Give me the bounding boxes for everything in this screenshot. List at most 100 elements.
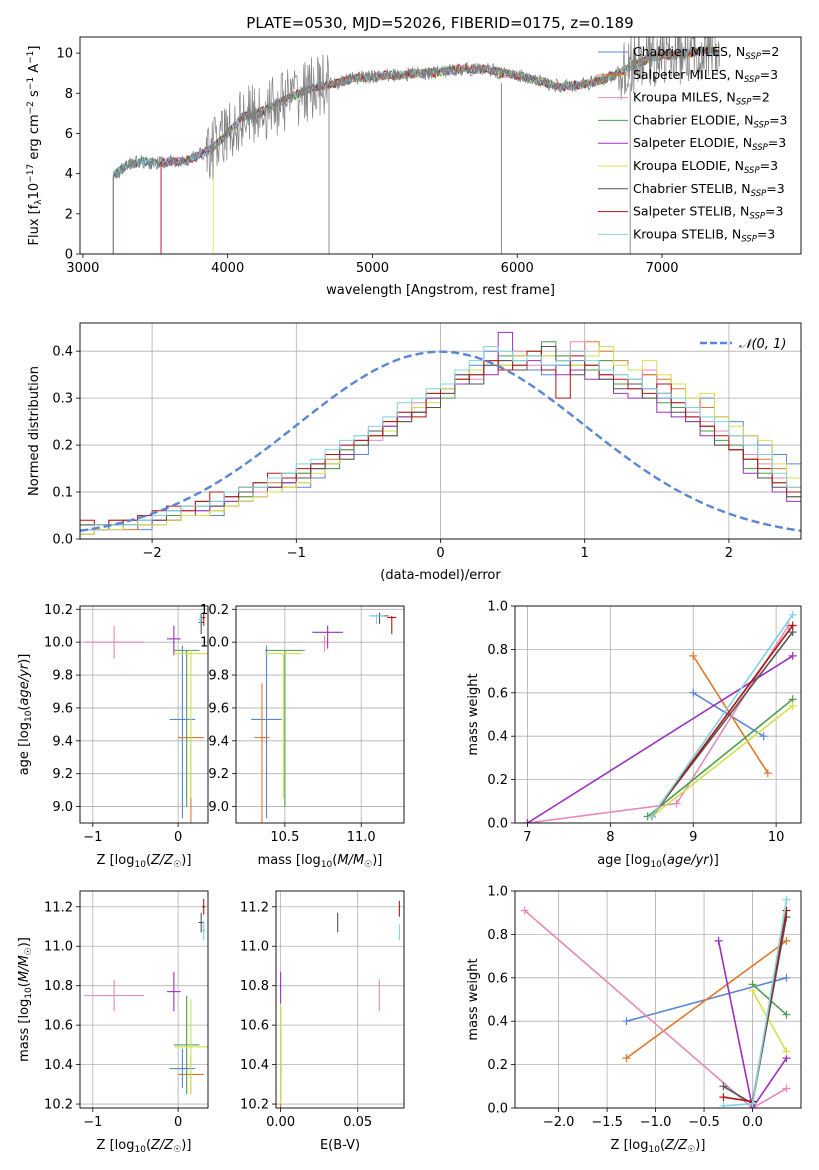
x-tick-label: 10.5 — [270, 830, 299, 845]
error-bar-point — [387, 615, 397, 634]
y-axis-label: mass [log10(M/M☉)] — [17, 937, 34, 1062]
y-tick-label: 9.6 — [52, 701, 73, 716]
y-tick-label: 9.4 — [208, 734, 229, 749]
mass-weight-line — [626, 940, 787, 1059]
mass-weight-marker — [782, 1047, 791, 1056]
plot-area — [280, 900, 400, 1108]
label-part: 10 — [134, 1145, 146, 1155]
legend-label-value: =2 — [761, 44, 779, 59]
x-tick-label: 9 — [689, 830, 697, 845]
error-bar-point — [251, 645, 282, 819]
legend-label-main: Chabrier STELIB, N — [633, 181, 751, 196]
normal-curve — [80, 350, 801, 532]
y-axis-label: Normed distribution — [27, 366, 42, 496]
label-part: ( — [17, 982, 32, 987]
mass-weight-marker — [719, 1082, 728, 1091]
label-part: ☉ — [364, 860, 372, 870]
legend-label-sub: SSP — [744, 75, 760, 85]
label-part: 10 — [27, 183, 42, 200]
label-part: erg cm — [27, 114, 42, 163]
y-tick-label: 4 — [65, 167, 73, 182]
error-bar-point — [173, 999, 208, 1095]
y-tick-label: 0.2 — [487, 1058, 508, 1073]
y-tick-label: 0.1 — [52, 486, 73, 501]
mass-weight-series — [523, 651, 797, 823]
label-part: mass [log — [17, 999, 32, 1062]
y-tick-label: 0.0 — [487, 1102, 508, 1117]
mass-weight-marker — [759, 732, 768, 741]
label-part: 10 — [650, 860, 662, 870]
mass-weight-marker — [622, 1017, 631, 1026]
legend-label-value: =3 — [765, 204, 783, 219]
legend-label: Kroupa ELODIE, NSSP=3 — [633, 158, 778, 176]
histogram-series — [80, 346, 801, 539]
legend-label-main: Salpeter MILES, N — [633, 67, 744, 82]
y-tick-label: 10.6 — [240, 1019, 269, 1034]
legend-label-value: =2 — [751, 90, 769, 105]
mass-weight-series — [748, 986, 791, 1056]
x-tick-label: 5000 — [356, 261, 389, 276]
error-bar-point — [84, 625, 144, 659]
label-part: 10 — [648, 1145, 660, 1155]
label-part: −1 — [26, 51, 36, 64]
legend-label: Chabrier ELODIE, NSSP=3 — [633, 112, 788, 130]
error-bar-point — [173, 995, 200, 1095]
legend-label-sub: SSP — [745, 52, 761, 62]
legend-label: Salpeter ELODIE, NSSP=3 — [633, 135, 786, 153]
legend-label-sub: SSP — [736, 98, 752, 108]
label-part: Z/Z — [664, 1138, 688, 1153]
legend-label-value: =3 — [757, 226, 775, 241]
mass-weight-marker — [788, 610, 797, 619]
mass-weight-marker — [748, 1099, 757, 1108]
x-axis-label: E(B-V) — [320, 1138, 360, 1153]
y-tick-label: 9.0 — [52, 800, 73, 815]
legend-label-value: =3 — [760, 158, 778, 173]
spectrum-axes: 3000 4000 5000 6000 7000 0 2 4 6 8 10 Chabrier MILE… — [26, 36, 802, 298]
y-tick-label: 9.2 — [52, 767, 73, 782]
label-part: age [log — [597, 853, 650, 868]
mass-weight-marker — [647, 812, 656, 821]
plot-area — [523, 610, 797, 823]
x-tick-label: 11.0 — [347, 830, 376, 845]
x-tick-label: 7000 — [645, 261, 678, 276]
y-tick-label: 2 — [65, 207, 73, 222]
label-part: Z/Z — [150, 1138, 174, 1153]
legend-label-sub: SSP — [752, 143, 768, 153]
label-part: ☉ — [24, 947, 34, 955]
mass-weight-marker — [689, 651, 698, 660]
y-axis-label: age [log10(age/yr)] — [17, 654, 34, 776]
x-tick-label: −1 — [287, 546, 306, 561]
y-tick-label: 9.2 — [208, 767, 229, 782]
mass-weight-line — [651, 625, 794, 817]
x-tick-label: 3000 — [66, 261, 99, 276]
legend-label-main: Chabrier ELODIE, N — [633, 112, 753, 127]
label-part: Z [log — [97, 1138, 135, 1153]
y-tick-label: 10.2 — [44, 1098, 73, 1113]
plot-area — [80, 331, 801, 539]
mass-weight-series — [622, 936, 791, 1063]
label-part: −2 — [26, 101, 36, 114]
x-tick-label: 0.00 — [266, 1115, 295, 1130]
figure-title: PLATE=0530, MJD=52026, FIBERID=0175, z=0… — [246, 14, 633, 32]
label-part: Flux [f — [27, 204, 42, 245]
y-tick-label: 0.2 — [52, 439, 73, 454]
x-tick-label: −1 — [83, 830, 102, 845]
label-part: ☉ — [173, 860, 181, 870]
plot-area — [520, 895, 791, 1108]
label-part: ( — [17, 706, 32, 711]
label-part: A — [27, 64, 42, 77]
x-tick-label: 7 — [523, 830, 531, 845]
x-axis-label: Z [log10(Z/Z☉)] — [611, 1138, 706, 1155]
label-part: )] — [695, 1138, 705, 1153]
label-part: Z [log — [97, 853, 135, 868]
axes-frame — [514, 890, 802, 1109]
ebv-mass-axes: 0.00 0.05 10.2 10.4 10.6 10.8 11.0 11.2 E(B-V) — [240, 890, 405, 1153]
label-part: ( — [146, 853, 151, 868]
y-tick-label: 9.8 — [208, 669, 229, 684]
label-part: 10 — [24, 710, 34, 722]
z-mass-axes: −1 010.210.410.610.811.011.2Z [log10(Z/Z☉… — [17, 890, 209, 1155]
label-part: ( — [662, 853, 667, 868]
legend-label: Salpeter MILES, NSSP=3 — [633, 67, 778, 85]
